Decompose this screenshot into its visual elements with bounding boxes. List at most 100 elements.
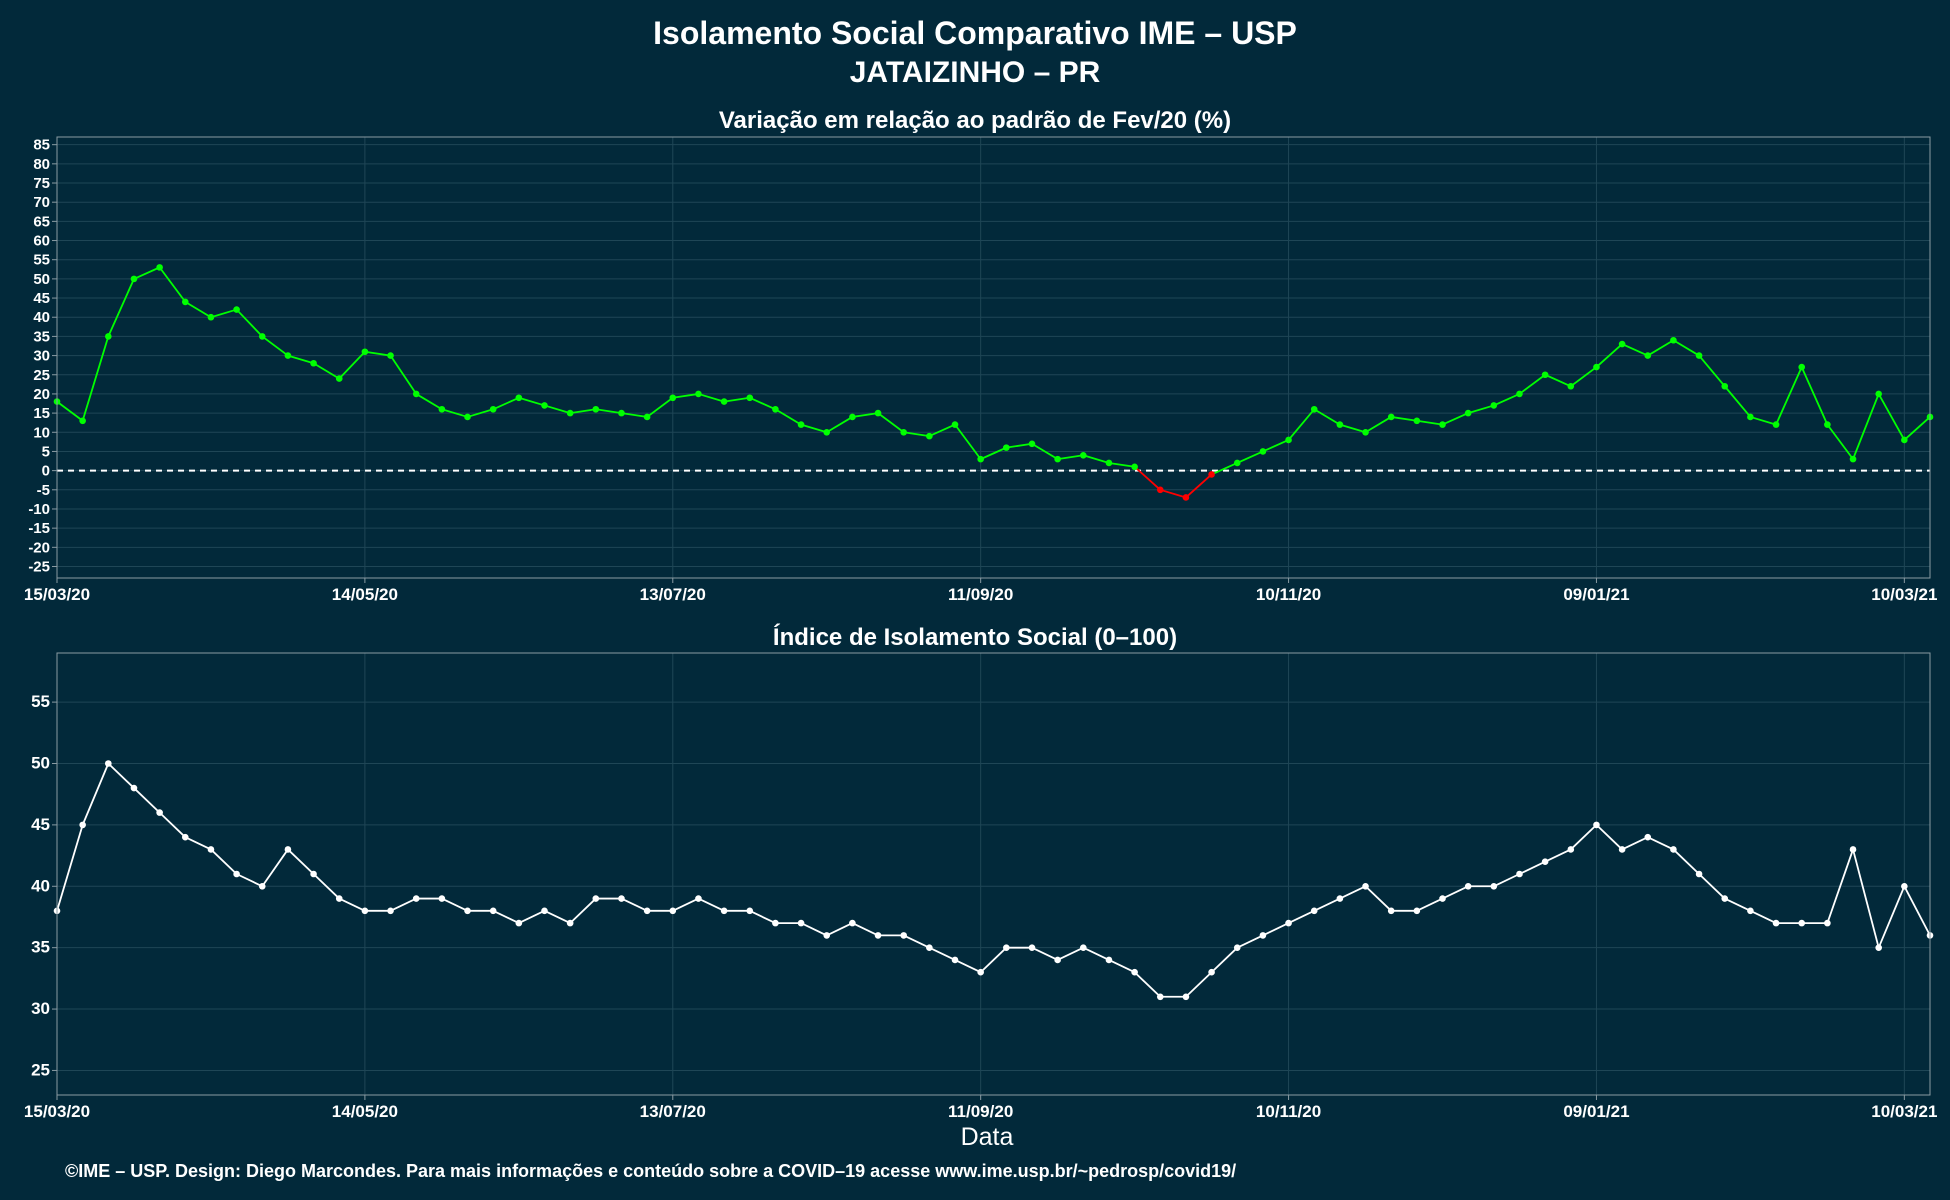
index-point — [1233, 944, 1241, 951]
y-tick-label: 40 — [33, 309, 50, 326]
index-point — [1670, 846, 1677, 853]
index-point — [1824, 919, 1831, 927]
y-tick-label: 35 — [33, 328, 50, 345]
variation-line-segment — [184, 301, 212, 319]
index-point — [618, 895, 625, 902]
index-line-segment — [1082, 946, 1110, 961]
index-line-segment — [826, 922, 853, 937]
index-point — [1464, 882, 1472, 890]
index-point — [1798, 919, 1806, 927]
index-line-segment — [261, 848, 289, 887]
index-line-segment — [1031, 946, 1059, 961]
index-line-segment — [1339, 885, 1366, 900]
variation-line-segment — [81, 336, 110, 422]
variation-point — [1721, 382, 1729, 390]
variation-point — [900, 428, 907, 436]
variation-point — [438, 405, 446, 413]
variation-point — [1541, 371, 1549, 379]
variation-line-segment — [1724, 385, 1752, 418]
variation-point — [1772, 421, 1780, 428]
y-tick-label: 25 — [33, 367, 50, 384]
variation-line-segment — [133, 266, 160, 280]
variation-point — [284, 352, 292, 359]
index-point — [797, 919, 805, 927]
variation-point — [541, 402, 548, 409]
variation-point — [335, 375, 343, 382]
index-point — [105, 760, 112, 767]
variation-moving-average — [56, 266, 1931, 499]
variation-line-segment — [826, 416, 853, 434]
variation-point — [489, 405, 497, 413]
index-line-segment — [698, 897, 725, 912]
variation-point — [823, 428, 831, 436]
variation-line-segment — [518, 396, 545, 407]
index-line-segment — [1877, 885, 1906, 949]
index-y-axis: 25 30 35 40 45 50 55 — [31, 692, 57, 1079]
index-line-segment — [184, 836, 212, 851]
index-point — [566, 919, 574, 927]
x-tick-label: 13/07/20 — [640, 585, 706, 604]
variation-point — [849, 413, 856, 421]
x-tick-label: 15/03/20 — [24, 1102, 90, 1121]
index-point — [1285, 919, 1292, 927]
index-point — [1849, 846, 1857, 853]
index-point — [926, 944, 933, 951]
index-line-segment — [107, 762, 135, 789]
variation-line-segment — [1826, 424, 1854, 460]
index-line-segment — [851, 922, 879, 937]
variation-point — [515, 394, 523, 402]
index-point — [1413, 907, 1421, 915]
variation-point — [1644, 352, 1652, 359]
footer-credit: ©IME – USP. Design: Diego Marcondes. Par… — [65, 1161, 1236, 1181]
y-tick-label: -15 — [28, 520, 50, 537]
index-point — [464, 907, 471, 915]
variation-point — [1054, 455, 1061, 463]
variation-point — [1798, 363, 1806, 371]
variation-point — [1824, 421, 1831, 428]
variation-point — [618, 409, 625, 417]
variation-line-segment — [1160, 488, 1187, 499]
x-tick-label: 10/03/21 — [1871, 1102, 1937, 1121]
index-point — [643, 907, 651, 915]
index-line-segment — [1288, 910, 1315, 924]
index-point — [310, 870, 317, 878]
variation-point — [1413, 417, 1421, 425]
variation-point — [592, 405, 600, 413]
index-point — [1028, 944, 1036, 951]
index-point — [361, 907, 369, 915]
index-point — [1772, 919, 1780, 927]
index-point — [1439, 895, 1446, 902]
index-point — [1567, 846, 1575, 853]
variation-point — [1490, 402, 1498, 409]
index-line-segment — [1698, 873, 1726, 900]
variation-points — [53, 264, 1934, 501]
index-line-segment — [1519, 860, 1546, 875]
index-line-segment — [338, 897, 366, 912]
y-tick-label: 65 — [33, 213, 50, 230]
variation-line-segment — [287, 354, 314, 365]
y-tick-label: 40 — [31, 876, 50, 895]
index-grid — [56, 653, 1930, 1095]
index-line-segment — [159, 811, 186, 838]
variation-line-segment — [570, 408, 596, 414]
variation-point — [1336, 421, 1344, 428]
index-line-segment — [749, 910, 776, 924]
variation-line-segment — [852, 412, 879, 418]
y-tick-label: 10 — [33, 424, 50, 441]
index-line-segment — [1672, 848, 1700, 875]
variation-point — [1208, 471, 1215, 478]
y-tick-label: 75 — [33, 175, 50, 192]
index-point — [720, 907, 728, 915]
variation-line-segment — [1518, 374, 1546, 395]
index-line-segment — [954, 959, 982, 974]
index-line-segment — [1826, 849, 1854, 924]
variation-line-segment — [1185, 473, 1213, 499]
index-line-segment — [621, 897, 648, 912]
index-line-segment — [492, 910, 520, 924]
variation-line-segment — [261, 335, 289, 357]
variation-line-segment — [1750, 416, 1777, 426]
y-tick-label: 15 — [33, 405, 50, 422]
variation-point — [1233, 459, 1241, 467]
variation-point — [310, 359, 317, 367]
variation-point — [1131, 463, 1138, 471]
